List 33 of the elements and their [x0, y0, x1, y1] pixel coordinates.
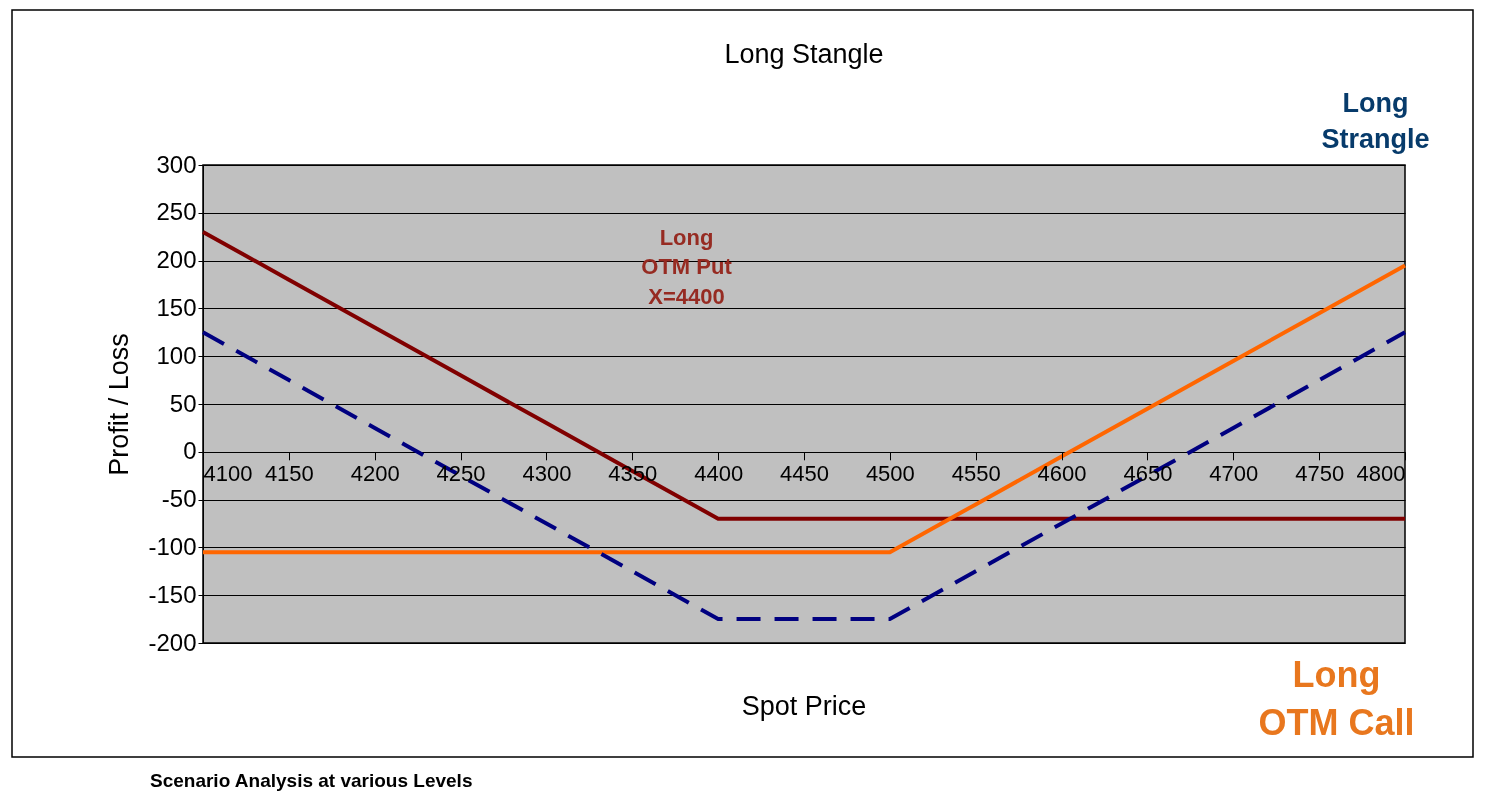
y-tick-label: 300 — [156, 150, 197, 178]
y-tick-label: -150 — [148, 580, 197, 608]
text: Long OTM Call — [1258, 653, 1415, 744]
y-tick-label: 0 — [183, 437, 197, 465]
y-tick-label: 150 — [156, 293, 197, 321]
x-tick-label: 4450 — [780, 461, 829, 487]
y-axis-title: Profit / Loss — [104, 333, 135, 476]
x-tick-label: 4100 — [203, 461, 253, 487]
x-tick-label: 4550 — [951, 461, 1001, 487]
x-tick-label: 4150 — [264, 461, 314, 487]
y-tick-label: 50 — [169, 389, 197, 417]
y-tick-label: -50 — [161, 485, 197, 513]
chart-title: Long Stangle — [724, 39, 884, 69]
y-tick-label: -100 — [148, 532, 197, 560]
text: Scenario Analysis at various Levels — [150, 770, 473, 791]
line-series — [201, 330, 1407, 622]
annotation: Long OTM Put X=4400 — [641, 224, 733, 310]
x-tick-label: 4200 — [350, 461, 400, 487]
x-tick-label: 4300 — [522, 461, 572, 487]
line-series — [201, 229, 1407, 521]
y-tick-label: 250 — [156, 198, 197, 226]
y-tick-label: 200 — [156, 246, 197, 274]
x-tick-label: 4600 — [1037, 461, 1087, 487]
x-tick-label: 4500 — [865, 461, 915, 487]
x-tick-label: 4650 — [1123, 461, 1173, 487]
x-tick-label: 4250 — [436, 461, 486, 487]
x-axis-title: Spot Price — [741, 691, 867, 721]
y-tick-label: -200 — [148, 628, 197, 656]
x-tick-label: 4400 — [694, 461, 744, 487]
text: Long Strangle — [1321, 87, 1430, 155]
y-tick-label: 100 — [156, 341, 197, 369]
x-tick-label: 4750 — [1295, 461, 1345, 487]
x-tick-label: 4700 — [1209, 461, 1259, 487]
